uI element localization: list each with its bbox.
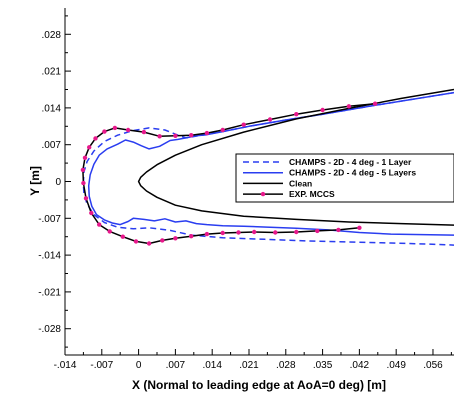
exp-marker	[146, 241, 152, 246]
y-tick-label: 0	[55, 177, 61, 188]
y-tick-label: -.021	[38, 287, 61, 298]
exp-marker	[336, 227, 341, 233]
y-tick-label: .021	[42, 67, 62, 78]
legend-marker	[260, 191, 266, 197]
exp-marker	[80, 167, 86, 173]
exp-marker	[97, 222, 102, 227]
exp-marker	[204, 130, 210, 136]
x-tick-label: 0	[136, 360, 142, 371]
exp-marker	[294, 229, 299, 235]
exp-marker	[83, 196, 89, 201]
exp-marker	[173, 236, 178, 241]
x-ticks: -.014 -.007 0 .007 .014 .021 .028 .035 .042 .049.…	[54, 349, 452, 371]
exp-marker	[82, 155, 88, 160]
x-tick-label: .028	[276, 360, 296, 371]
x-axis-title: X (Normal to leading edge at AoA=0 deg) …	[132, 378, 386, 392]
exp-marker	[112, 125, 118, 131]
exp-marker	[189, 234, 194, 239]
exp-marker	[87, 145, 92, 150]
exp-marker	[294, 112, 299, 117]
exp-marker	[107, 229, 112, 234]
y-tick-label: -.014	[38, 251, 61, 262]
exp-marker	[204, 231, 210, 237]
x-tick-label: .042	[350, 360, 370, 371]
exp-marker	[173, 133, 178, 138]
x-tick-label: -.014	[54, 360, 77, 371]
exp-marker	[372, 101, 378, 106]
legend-label: CHAMPS - 2D - 4 deg - 1 Layer	[289, 157, 412, 167]
x-tick-label: .021	[239, 360, 259, 371]
exp-marker	[315, 228, 320, 234]
x-tick-label: .014	[202, 360, 222, 371]
exp-marker	[157, 134, 162, 139]
y-tick-label: .007	[42, 140, 62, 151]
y-tick-label: -.007	[38, 214, 61, 225]
legend-label: Clean	[289, 178, 312, 188]
x-tick-label: .049	[386, 360, 406, 371]
exp-marker	[81, 180, 86, 186]
legend-label: CHAMPS - 2D - 4 deg - 5 Layers	[289, 168, 416, 178]
exp-marker	[133, 239, 139, 244]
exp-marker	[357, 225, 362, 230]
exp-marker	[220, 230, 225, 236]
exp-marker	[346, 104, 352, 109]
y-tick-label: -.028	[38, 324, 61, 335]
exp-marker	[102, 129, 107, 134]
y-tick-label: .014	[42, 103, 62, 114]
exp-marker	[93, 136, 98, 141]
exp-marker	[89, 210, 94, 216]
exp-marker	[241, 122, 246, 127]
y-tick-label: .028	[42, 30, 62, 41]
exp-marker	[125, 127, 131, 133]
x-tick-label: .007	[166, 360, 186, 371]
series-line-2	[137, 88, 454, 226]
exp-marker	[267, 117, 273, 122]
exp-marker	[160, 238, 165, 243]
x-tick-label: -.007	[90, 360, 113, 371]
y-axis-title: Y [m]	[28, 166, 42, 196]
series-layer	[80, 88, 454, 246]
exp-marker	[252, 229, 257, 235]
y-ticks: .028 .021 .014 .007 0 -.007 -.014 -.021 -.028	[38, 15, 71, 348]
exp-marker	[273, 230, 278, 235]
exp-marker	[236, 230, 241, 235]
exp-marker	[141, 129, 147, 135]
exp-marker	[189, 133, 194, 138]
x-tick-label: .056	[423, 360, 443, 371]
x-tick-label: .035	[313, 360, 333, 371]
legend-label: EXP. MCCS	[289, 189, 335, 199]
exp-marker	[320, 107, 325, 113]
exp-marker	[120, 234, 126, 239]
exp-marker	[220, 127, 225, 133]
